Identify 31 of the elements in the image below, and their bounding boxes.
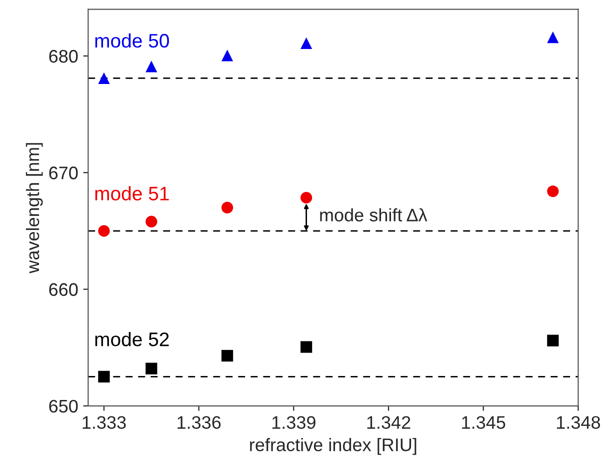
point — [98, 370, 110, 383]
point — [146, 60, 158, 72]
point — [547, 334, 559, 346]
series-label: mode 51 — [95, 186, 169, 200]
point — [221, 202, 234, 214]
point — [221, 350, 234, 362]
y-tick-label: 670 — [49, 166, 78, 180]
point — [146, 362, 158, 374]
y-tick-label: 680 — [49, 50, 78, 63]
x-tick-label: 1.336 — [178, 416, 221, 429]
x-tick-label: 1.339 — [272, 416, 316, 429]
point — [547, 185, 559, 198]
y-tick-label: 660 — [49, 283, 78, 296]
x-tick-label: 1.345 — [462, 416, 506, 429]
x-axis-title: refractive index [RIU] — [250, 438, 416, 455]
point — [300, 341, 312, 353]
point — [547, 32, 559, 44]
y-axis-title: wavelength [nm] — [26, 143, 43, 274]
series-label: mode 50 — [95, 33, 169, 48]
x-tick-label: 1.333 — [82, 416, 126, 429]
point — [98, 72, 110, 84]
x-tick-label: 1.342 — [367, 416, 410, 429]
point — [98, 225, 110, 237]
point — [300, 192, 312, 204]
series-label: mode 52 — [95, 332, 169, 346]
annotation: mode shift Δλ — [320, 208, 428, 222]
x-tick-label: 1.348 — [556, 416, 600, 429]
point — [146, 216, 158, 228]
point — [300, 37, 312, 49]
point — [221, 50, 234, 62]
y-tick-label: 650 — [49, 400, 78, 413]
